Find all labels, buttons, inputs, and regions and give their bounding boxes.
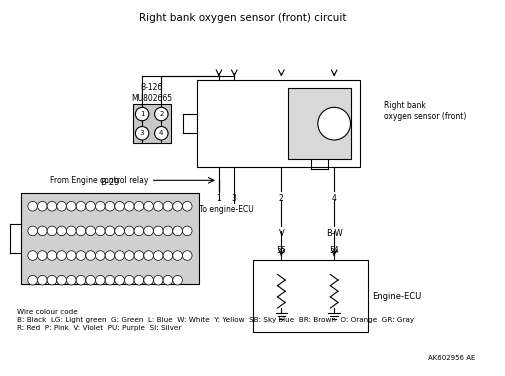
- Circle shape: [153, 251, 163, 260]
- Circle shape: [66, 202, 76, 211]
- Text: 2: 2: [159, 111, 163, 117]
- Circle shape: [37, 226, 47, 236]
- Text: B-126
MU802665: B-126 MU802665: [131, 83, 172, 103]
- Text: 55: 55: [276, 246, 286, 255]
- Circle shape: [153, 275, 163, 285]
- Bar: [252, 260, 367, 332]
- Circle shape: [57, 202, 66, 211]
- Circle shape: [37, 251, 47, 260]
- Circle shape: [163, 226, 172, 236]
- Circle shape: [105, 275, 115, 285]
- Circle shape: [86, 202, 95, 211]
- Circle shape: [172, 202, 182, 211]
- Text: 1: 1: [139, 111, 144, 117]
- Circle shape: [76, 202, 85, 211]
- Circle shape: [76, 251, 85, 260]
- Circle shape: [47, 226, 57, 236]
- Circle shape: [28, 251, 37, 260]
- Circle shape: [135, 127, 148, 140]
- Text: B-29: B-29: [100, 178, 119, 187]
- Text: V: V: [278, 229, 284, 238]
- Circle shape: [134, 202, 143, 211]
- Circle shape: [95, 202, 105, 211]
- Circle shape: [153, 202, 163, 211]
- Bar: [287, 88, 350, 159]
- Circle shape: [163, 251, 172, 260]
- Circle shape: [105, 202, 115, 211]
- Text: 2: 2: [278, 194, 283, 203]
- Circle shape: [76, 275, 85, 285]
- Text: B-W: B-W: [325, 229, 342, 238]
- Circle shape: [86, 275, 95, 285]
- Circle shape: [153, 226, 163, 236]
- Circle shape: [57, 251, 66, 260]
- Circle shape: [57, 275, 66, 285]
- Bar: [196, 80, 360, 167]
- Circle shape: [47, 275, 57, 285]
- Circle shape: [163, 202, 172, 211]
- Circle shape: [182, 251, 192, 260]
- Circle shape: [124, 226, 134, 236]
- Text: 4: 4: [331, 194, 336, 203]
- Text: From Engine control relay: From Engine control relay: [50, 176, 148, 185]
- Circle shape: [105, 251, 115, 260]
- Text: Wire colour code
B: Black  LG: Light green  G: Green  L: Blue  W: White  Y: Yell: Wire colour code B: Black LG: Light gree…: [17, 309, 414, 331]
- Text: 4: 4: [159, 130, 163, 136]
- Text: AK602956 AE: AK602956 AE: [427, 355, 474, 361]
- Bar: [132, 105, 171, 143]
- Circle shape: [37, 275, 47, 285]
- Circle shape: [172, 275, 182, 285]
- Circle shape: [95, 275, 105, 285]
- Circle shape: [28, 202, 37, 211]
- Circle shape: [124, 275, 134, 285]
- Circle shape: [76, 226, 85, 236]
- Circle shape: [115, 251, 124, 260]
- Circle shape: [47, 251, 57, 260]
- Text: 3: 3: [231, 194, 236, 203]
- Circle shape: [95, 251, 105, 260]
- Circle shape: [135, 107, 148, 121]
- Circle shape: [124, 251, 134, 260]
- Circle shape: [317, 107, 350, 140]
- Text: 3: 3: [139, 130, 144, 136]
- Circle shape: [28, 226, 37, 236]
- Circle shape: [28, 275, 37, 285]
- Text: Engine-ECU: Engine-ECU: [372, 291, 421, 300]
- Circle shape: [105, 226, 115, 236]
- Circle shape: [163, 275, 172, 285]
- Circle shape: [86, 226, 95, 236]
- Circle shape: [134, 226, 143, 236]
- Circle shape: [155, 127, 168, 140]
- Text: 54: 54: [329, 246, 338, 255]
- Circle shape: [134, 275, 143, 285]
- Circle shape: [95, 226, 105, 236]
- Circle shape: [115, 202, 124, 211]
- Bar: [21, 193, 198, 284]
- Circle shape: [172, 251, 182, 260]
- Circle shape: [143, 226, 153, 236]
- Circle shape: [47, 202, 57, 211]
- Text: Right bank oxygen sensor (front) circuit: Right bank oxygen sensor (front) circuit: [139, 13, 346, 23]
- Circle shape: [172, 226, 182, 236]
- Circle shape: [143, 202, 153, 211]
- Circle shape: [124, 202, 134, 211]
- Circle shape: [66, 251, 76, 260]
- Circle shape: [66, 275, 76, 285]
- Circle shape: [134, 251, 143, 260]
- Circle shape: [143, 275, 153, 285]
- Circle shape: [57, 226, 66, 236]
- Circle shape: [37, 202, 47, 211]
- Circle shape: [182, 202, 192, 211]
- Text: To engine-ECU: To engine-ECU: [199, 205, 254, 214]
- Circle shape: [86, 251, 95, 260]
- Text: 1: 1: [216, 194, 221, 203]
- Circle shape: [155, 107, 168, 121]
- Text: Right bank
oxygen sensor (front): Right bank oxygen sensor (front): [383, 101, 466, 121]
- Circle shape: [115, 226, 124, 236]
- Circle shape: [143, 251, 153, 260]
- Circle shape: [182, 226, 192, 236]
- Circle shape: [66, 226, 76, 236]
- Circle shape: [115, 275, 124, 285]
